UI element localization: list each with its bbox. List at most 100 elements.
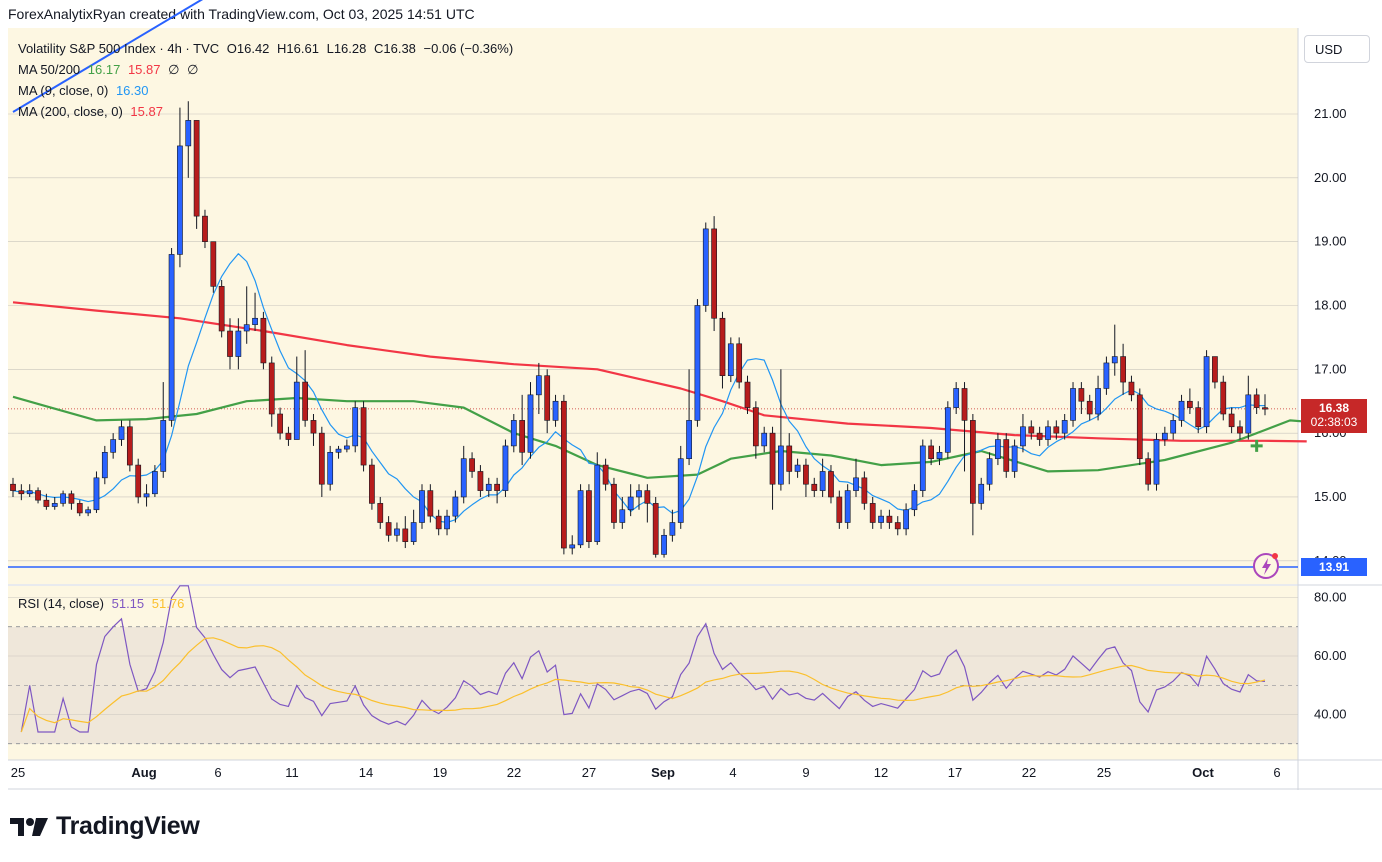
candle-up <box>986 458 993 485</box>
candle-down <box>1053 426 1060 434</box>
legend-change: −0.06 (−0.36%) <box>423 41 514 56</box>
candle-up <box>143 493 150 498</box>
legend-rsi-row[interactable]: RSI (14, close) 51.15 51.76 <box>18 596 188 611</box>
candle-down <box>1220 381 1227 415</box>
candle-up <box>101 451 108 479</box>
candle-up <box>577 490 584 546</box>
candle-up <box>1045 426 1051 440</box>
legend-ma9-row[interactable]: MA (9, close, 0) 16.30 <box>18 83 152 98</box>
legend-low: L16.28 <box>326 41 367 56</box>
candle-up <box>51 503 58 507</box>
candle-down <box>477 471 484 491</box>
candle-up <box>1070 388 1076 421</box>
candle-down <box>969 420 976 504</box>
candle-up <box>235 330 242 357</box>
candle-down <box>1136 394 1143 459</box>
rsi-tick-label: 40.00 <box>1314 707 1347 722</box>
candle-up <box>177 145 183 255</box>
price-tick-label: 18.00 <box>1314 297 1347 312</box>
candle-down <box>1187 400 1193 408</box>
candle-down <box>602 464 609 485</box>
candle-down <box>736 343 743 383</box>
candle-down <box>1228 413 1235 428</box>
tradingview-logo[interactable]: TradingView <box>10 812 200 841</box>
candle-down <box>385 522 392 536</box>
support-price-value: 13.91 <box>1318 560 1350 574</box>
legend-close: C16.38 <box>373 41 416 56</box>
candle-up <box>594 464 601 542</box>
candle-up <box>853 477 859 491</box>
price-tick-label: 15.00 <box>1314 489 1347 504</box>
candle-down <box>1120 356 1126 383</box>
candle-up <box>343 445 350 450</box>
candle-down <box>811 483 818 491</box>
candle-down <box>1262 407 1268 410</box>
candle-up <box>794 464 801 472</box>
candle-up <box>1203 356 1210 428</box>
candle-up <box>110 439 117 453</box>
candle-down <box>769 432 776 485</box>
candle-up <box>995 439 1001 459</box>
rsi-tick-label: 80.00 <box>1314 590 1347 605</box>
ma50-line <box>12 395 1307 479</box>
legend-ma200-row[interactable]: MA (200, close, 0) 15.87 <box>18 104 167 119</box>
candle-up <box>903 509 909 530</box>
chart-canvas[interactable]: 21.0020.0019.0018.0017.0016.0015.0014.00… <box>0 0 1382 800</box>
candle-up <box>327 451 334 485</box>
time-tick-label: 12 <box>874 765 888 780</box>
candle-up <box>85 509 91 514</box>
candle-down <box>469 458 475 472</box>
candle-up <box>460 458 467 498</box>
legend-ma-pair-v1: 16.17 <box>87 62 121 77</box>
tradingview-logo-icon <box>10 817 48 836</box>
candle-down <box>210 241 217 287</box>
currency-button[interactable]: USD <box>1304 35 1370 63</box>
candle-down <box>1128 381 1135 396</box>
time-tick-label: 25 <box>11 765 25 780</box>
alert-icon[interactable] <box>1253 553 1279 579</box>
price-tick-label: 17.00 <box>1314 361 1347 376</box>
candle-up <box>619 509 626 523</box>
candle-up <box>1011 445 1018 472</box>
candle-up <box>552 400 559 421</box>
legend-open: O16.42 <box>226 41 270 56</box>
candle-down <box>10 483 16 491</box>
candle-down <box>68 493 75 504</box>
candle-up <box>911 490 918 511</box>
candle-down <box>752 407 759 447</box>
legend-ma9-value: 16.30 <box>115 83 149 98</box>
candle-up <box>636 490 642 498</box>
candle-up <box>535 375 542 396</box>
candle-down <box>1036 432 1043 440</box>
candle-down <box>43 499 50 507</box>
candle-up <box>936 451 943 459</box>
trendline <box>12 0 204 113</box>
candle-down <box>1253 394 1260 408</box>
candle-down <box>1003 439 1010 472</box>
candle-down <box>377 503 384 523</box>
candle-up <box>485 483 492 491</box>
candle-down <box>611 483 617 523</box>
candle-down <box>961 388 968 421</box>
candle-down <box>894 522 901 530</box>
candle-up <box>819 471 826 491</box>
chart-header: ForexAnalytixRyan created with TradingVi… <box>8 6 475 22</box>
candle-up <box>627 496 634 511</box>
last-price-value: 16.38 <box>1318 401 1350 415</box>
candle-down <box>369 464 375 504</box>
candle-down <box>285 432 292 440</box>
time-tick-label: 6 <box>1273 765 1280 780</box>
candle-down <box>227 330 233 357</box>
legend-symbol-row: Volatility S&P 500 Index · 4h · TVC O16.… <box>18 41 517 56</box>
candle-down <box>1195 407 1202 428</box>
time-tick-label: 17 <box>948 765 962 780</box>
candle-down <box>202 215 208 242</box>
countdown-value: 02:38:03 <box>1310 415 1358 429</box>
support-price-badge: 13.91 <box>1301 558 1367 576</box>
legend-ma-pair-row[interactable]: MA 50/200 16.17 15.87 ∅ ∅ <box>18 62 202 78</box>
candle-down <box>644 490 651 504</box>
time-tick-label: Aug <box>131 765 156 780</box>
candle-down <box>719 317 726 377</box>
candle-up <box>168 254 175 421</box>
candle-up <box>185 120 192 147</box>
